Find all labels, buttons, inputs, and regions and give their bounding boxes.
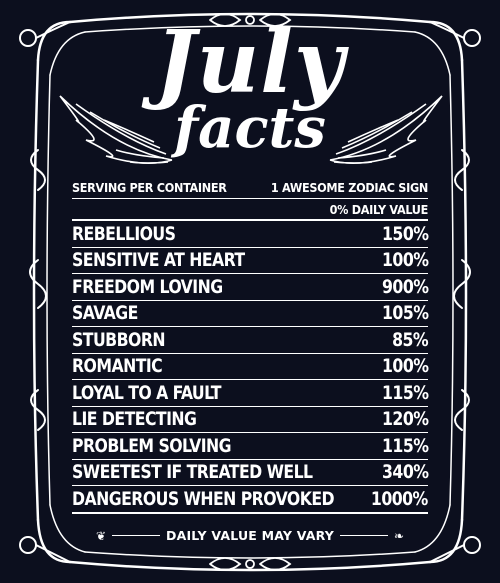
fact-name: REBELLIOUS [72, 222, 176, 245]
fact-value: 115% [381, 434, 429, 457]
fact-name: SWEETEST IF TREATED WELL [72, 461, 313, 484]
fact-name: STUBBORN [72, 328, 166, 351]
fact-row: LIE DETECTING 120% [72, 407, 429, 433]
footer-divider-right [340, 534, 388, 537]
fact-value: 115% [381, 381, 429, 404]
fact-name: FREEDOM LOVING [72, 275, 223, 298]
fact-value: 340% [381, 461, 429, 484]
footer-text: DAILY VALUE MAY VARY [166, 528, 334, 543]
fact-name: LIE DETECTING [72, 408, 197, 431]
fact-value: 100% [381, 249, 429, 272]
footer: ❦ DAILY VALUE MAY VARY ❧ [96, 528, 404, 543]
angel-wing-icon [59, 95, 173, 164]
fact-row: ROMANTIC 100% [72, 354, 429, 380]
angel-wing-icon [329, 95, 443, 164]
fact-row: REBELLIOUS 150% [72, 221, 429, 248]
facts-table: SERVING PER CONTAINER 1 AWESOME ZODIAC S… [72, 178, 429, 514]
serving-row: SERVING PER CONTAINER 1 AWESOME ZODIAC S… [72, 178, 428, 199]
fact-value: 150% [381, 222, 429, 245]
fact-name: SAVAGE [72, 302, 138, 325]
fact-row: PROBLEM SOLVING 115% [72, 433, 429, 460]
fact-value: 1000% [371, 487, 428, 510]
daily-value-header: 0% DAILY VALUE [72, 199, 428, 221]
fact-name: ROMANTIC [72, 355, 163, 378]
fact-row: SENSITIVE AT HEART 100% [72, 248, 429, 274]
fact-value: 85% [392, 328, 429, 351]
fact-row: LOYAL TO A FAULT 115% [72, 380, 429, 407]
flourish-ornament-icon: ❦ [96, 528, 107, 543]
footer-divider-left [112, 534, 160, 537]
fact-row: DANGEROUS WHEN PROVOKED 1000% [72, 486, 429, 514]
fact-name: DANGEROUS WHEN PROVOKED [72, 487, 335, 510]
fact-name: SENSITIVE AT HEART [72, 249, 245, 272]
fact-value: 105% [381, 302, 429, 325]
fact-value: 100% [381, 355, 429, 378]
fact-row: STUBBORN 85% [72, 327, 429, 354]
fact-name: LOYAL TO A FAULT [72, 381, 221, 404]
fact-value: 120% [381, 408, 429, 431]
title-month: July [155, 12, 345, 113]
serving-label: SERVING PER CONTAINER [72, 180, 227, 195]
fact-row: SAVAGE 105% [72, 301, 429, 327]
fact-row: FREEDOM LOVING 900% [72, 274, 429, 301]
fact-value: 900% [381, 275, 429, 298]
title-facts: facts [174, 95, 326, 161]
flourish-ornament-icon: ❧ [393, 528, 404, 543]
fact-row: SWEETEST IF TREATED WELL 340% [72, 460, 429, 486]
serving-value: 1 AWESOME ZODIAC SIGN [270, 180, 428, 195]
fact-name: PROBLEM SOLVING [72, 434, 232, 457]
